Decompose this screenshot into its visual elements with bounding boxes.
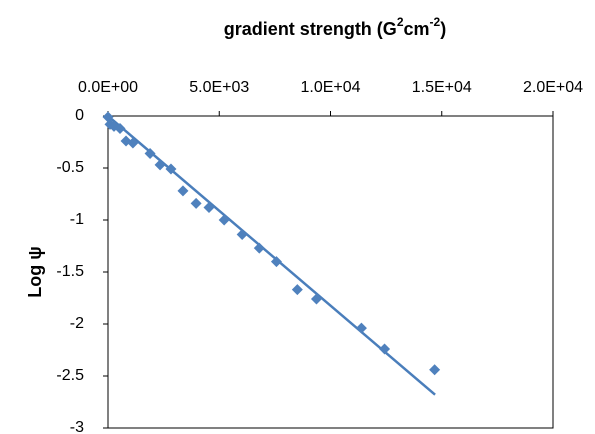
y-axis-label: Log ψ [25,246,45,298]
data-point [177,185,189,197]
chart-title: gradient strength (G2cm-2) [224,15,446,39]
data-point [190,197,202,209]
x-tick-label: 1.5E+04 [412,79,472,96]
x-tick-label: 5.0E+03 [189,79,249,96]
data-point [236,229,248,241]
data-point [114,122,126,134]
title-part: 2 [397,15,404,29]
y-tick-label: -2.5 [56,367,84,384]
y-tick-label: -2 [70,315,84,332]
data-point [379,343,391,355]
x-tick-label: 2.0E+04 [523,79,583,96]
data-point [218,214,230,226]
data-point [127,137,139,149]
data-point [355,322,367,334]
data-point [270,256,282,268]
x-tick-label: 1.0E+04 [300,79,360,96]
y-tick-label: -1 [70,211,84,228]
y-tick-label: 0 [75,107,84,124]
title-part: gradient strength (G [224,19,397,39]
data-point [429,364,441,376]
data-point [144,147,156,159]
title-part: -2 [430,15,441,29]
x-tick-label: 0.0E+00 [78,79,138,96]
data-point [154,159,166,171]
title-part: cm [404,19,430,39]
y-tick-label: -1.5 [56,263,84,280]
plot-frame [107,115,554,429]
data-point [104,118,116,130]
y-tick-label: -0.5 [56,159,84,176]
data-point [291,284,303,296]
title-part: ) [440,19,446,39]
data-point [310,293,322,305]
data-point [203,202,215,214]
data-point [165,163,177,175]
y-tick-label: -3 [70,419,84,434]
data-point [120,135,132,147]
data-point [253,242,265,254]
